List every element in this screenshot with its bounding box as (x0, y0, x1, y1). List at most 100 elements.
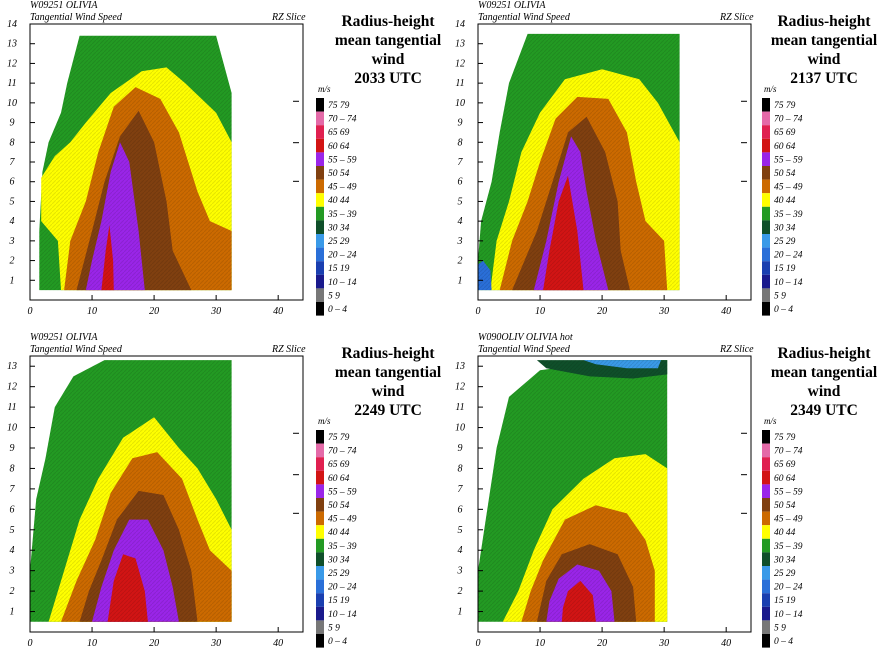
legend-swatch (316, 125, 324, 139)
y-tick-label: 1 (10, 275, 15, 286)
title-line: mean tangential (770, 364, 878, 381)
legend-label: 50 54 (774, 169, 796, 179)
y-tick-label: 6 (458, 177, 463, 188)
y-tick-label: 3 (457, 236, 463, 247)
legend-unit: m/s (318, 416, 331, 426)
legend-label: 10 – 14 (328, 278, 357, 288)
legend-swatch (762, 566, 770, 580)
contour-hatch (85, 142, 145, 291)
legend-swatch (762, 247, 770, 262)
legend-label: 50 54 (328, 501, 350, 511)
title-line: 2137 UTC (790, 70, 858, 87)
legend-label: 30 34 (327, 555, 350, 565)
y-tick-label: 1 (458, 275, 463, 286)
chart-title: Radius-height mean tangential wind 2249 UTC (318, 344, 458, 420)
legend-swatch (762, 179, 770, 194)
legend-label: 20 – 24 (328, 251, 357, 261)
contour-hatch (583, 360, 661, 369)
legend-swatch (762, 443, 770, 458)
legend-swatch (762, 125, 770, 139)
y-tick-label: 14 (455, 19, 465, 30)
legend-swatch (316, 220, 324, 234)
y-tick-label: 5 (458, 525, 463, 536)
legend-swatch (316, 430, 324, 444)
y-tick-label: 3 (9, 566, 15, 577)
legend-swatch (316, 261, 324, 275)
legend-swatch (762, 98, 770, 112)
y-tick-label: 10 (7, 423, 17, 434)
legend-swatch (762, 111, 770, 126)
legend-swatch (762, 525, 770, 539)
legend-label: 25 29 (328, 569, 350, 579)
y-tick-label: 12 (455, 58, 465, 69)
y-tick-label: 9 (10, 118, 15, 129)
x-tick-label: 20 (597, 638, 607, 649)
y-tick-label: 13 (455, 39, 465, 50)
slice-label: RZ Slice (272, 12, 306, 23)
y-tick-label: 2 (10, 586, 15, 597)
legend-swatch (762, 457, 770, 471)
contour-hatch (478, 260, 492, 291)
title-line: Radius-height (341, 13, 435, 30)
legend-swatch (762, 606, 770, 621)
legend-swatch (316, 443, 324, 458)
y-tick-label: 5 (10, 196, 15, 207)
title-line: mean tangential (334, 364, 442, 381)
y-tick-label: 10 (455, 423, 465, 434)
legend-label: 5 9 (774, 291, 786, 301)
legend-label: 65 69 (774, 128, 796, 138)
y-tick-label: 9 (458, 443, 463, 454)
y-tick-label: 8 (458, 137, 463, 148)
legend-label: 10 – 14 (328, 610, 357, 620)
legend-label: 0 – 4 (774, 305, 793, 315)
x-tick-label: 10 (535, 306, 545, 317)
y-tick-label: 7 (458, 484, 464, 495)
y-tick-label: 4 (10, 216, 15, 227)
chart-panel: 0 10 20 30 40 1 2 3 4 5 6 7 8 9 10 11 12 13 14 m/s 75 79 70 –… (0, 0, 447, 331)
legend-swatch (762, 430, 770, 444)
axes-frame (29, 355, 304, 633)
y-tick-label: 2 (458, 256, 463, 267)
legend-label: 30 34 (773, 223, 796, 233)
legend-swatch (762, 552, 770, 566)
contour-hatch (543, 175, 584, 291)
legend-swatch (316, 138, 324, 153)
legend-label: 60 64 (328, 474, 350, 484)
y-tick-label: 4 (10, 545, 15, 556)
legend-swatch (316, 620, 324, 634)
legend-swatch (762, 302, 770, 316)
legend-swatch (316, 566, 324, 580)
y-tick-label: 9 (10, 443, 15, 454)
legend-label: 65 69 (774, 460, 796, 470)
legend-label: 40 44 (774, 196, 796, 206)
legend-swatch (316, 193, 324, 207)
storm-label: W09251 OLIVIA (478, 0, 546, 11)
y-tick-label: 8 (458, 463, 463, 474)
legend-label: 70 – 74 (774, 447, 803, 457)
chart-panel: 0 10 20 30 40 1 2 3 4 5 6 7 8 9 10 11 12 13 m/s 75 79 70 – 7… (0, 332, 447, 663)
y-tick-label: 6 (10, 177, 15, 188)
legend-swatch (316, 288, 324, 302)
legend-label: 5 9 (774, 623, 786, 633)
legend-swatch (316, 179, 324, 194)
x-tick-label: 30 (658, 638, 669, 649)
legend-label: 55 – 59 (774, 155, 803, 165)
legend-swatch (316, 593, 324, 607)
legend-label: 15 19 (328, 596, 350, 606)
chart-title: Radius-height mean tangential wind 2137 UTC (754, 12, 894, 88)
field-label: Tangential Wind Speed (478, 344, 570, 355)
y-tick-label: 12 (455, 382, 465, 393)
legend-label: 60 64 (328, 142, 350, 152)
legend-swatch (316, 234, 324, 248)
legend-swatch (316, 457, 324, 471)
legend-swatch (762, 288, 770, 302)
legend-label: 60 64 (774, 474, 796, 484)
legend-swatch (762, 206, 770, 221)
legend-label: 25 29 (774, 569, 796, 579)
chart-title: Radius-height mean tangential wind 2349 UTC (754, 344, 894, 420)
legend-swatch (316, 302, 324, 316)
y-tick-label: 10 (455, 98, 465, 109)
